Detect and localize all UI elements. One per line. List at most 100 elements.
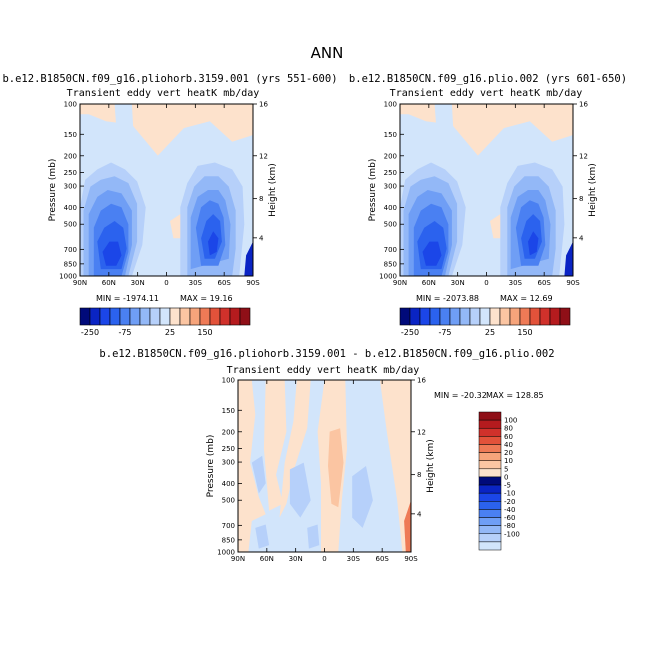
colorbar-box <box>478 419 502 429</box>
y2-axis-title: Height (km) <box>268 163 278 217</box>
colorbar-label: -100 <box>504 530 520 538</box>
colorbar-box <box>529 307 541 326</box>
fill-pole-minimum <box>564 241 573 276</box>
colorbar-label: 150 <box>517 328 532 337</box>
colorbar-box <box>478 501 502 510</box>
colorbar-box <box>478 541 502 551</box>
colorbar-box <box>509 307 521 326</box>
y2-tick-label: 16 <box>417 377 426 385</box>
y2-tick-label: 8 <box>417 471 421 479</box>
y-tick-label: 250 <box>222 445 235 453</box>
fill-diff-neg-c <box>352 466 373 528</box>
y-tick-label: 150 <box>384 131 397 139</box>
y-tick-label: 500 <box>64 221 77 229</box>
x-tick-label: 60N <box>422 279 436 287</box>
x-tick-label: 30S <box>347 555 361 563</box>
x-tick-label: 60S <box>375 555 389 563</box>
colorbar-label: 150 <box>197 328 212 337</box>
colorbar-box <box>559 307 571 326</box>
colorbar-box <box>209 307 221 326</box>
fill-diff-neg-a <box>251 455 266 494</box>
y2-tick-label: 4 <box>259 234 264 242</box>
max-label: MAX = 12.69 <box>500 294 553 303</box>
colorbar-label: 100 <box>504 417 517 425</box>
colorbar-label: -75 <box>438 328 451 337</box>
y2-tick-label: 8 <box>579 195 583 203</box>
colorbar-label: 80 <box>504 425 513 433</box>
x-tick-label: 0 <box>164 279 168 287</box>
min-label: MIN = -1974.11 <box>96 294 159 303</box>
y-tick-label: 300 <box>384 183 397 191</box>
x-tick-label: 60N <box>102 279 116 287</box>
y-tick-label: 250 <box>384 169 397 177</box>
panel-3-subtitle: Transient eddy vert heatK mb/day <box>227 365 420 376</box>
colorbar-box <box>478 468 502 478</box>
colorbar-box <box>199 307 211 326</box>
x-tick-label: 30N <box>289 555 303 563</box>
y-tick-label: 400 <box>384 204 397 212</box>
colorbar-box <box>489 307 501 326</box>
colorbar-box <box>409 307 421 326</box>
y-tick-label: 100 <box>384 101 397 109</box>
x-tick-label: 30S <box>189 279 203 287</box>
y2-tick-label: 16 <box>579 101 588 109</box>
colorbar-box <box>478 411 502 421</box>
y-tick-label: 300 <box>222 459 235 467</box>
colorbar-box <box>478 444 502 453</box>
fill-diff-neg-b <box>289 462 311 518</box>
y-tick-label: 700 <box>64 246 77 254</box>
colorbar-box <box>179 307 191 326</box>
colorbar-box <box>229 307 241 326</box>
colorbar-box <box>129 307 141 326</box>
x-tick-label: 90S <box>246 279 260 287</box>
colorbar-box <box>479 307 491 326</box>
colorbar-label: -60 <box>504 514 515 522</box>
panel-1-title: b.e12.B1850CN.f09_g16.pliohorb.3159.001 … <box>2 73 337 85</box>
x-tick-label: 90N <box>393 279 407 287</box>
colorbar-label: -40 <box>504 506 515 514</box>
colorbar-box <box>99 307 111 326</box>
colorbar-label: 60 <box>504 433 513 441</box>
colorbar-box <box>478 436 502 445</box>
colorbar-label: 5 <box>504 465 508 473</box>
colorbar-box <box>439 307 451 326</box>
fill-sh-eddy-level-5 <box>528 231 539 256</box>
y-tick-label: 150 <box>222 407 235 415</box>
x-tick-label: 90S <box>404 555 418 563</box>
colorbar-box <box>478 452 502 461</box>
colorbar-label: 20 <box>504 449 513 457</box>
fill-diff-pos-30n <box>279 380 311 518</box>
colorbar-label: -80 <box>504 522 515 530</box>
y-tick-label: 300 <box>64 183 77 191</box>
y-tick-label: 400 <box>222 480 235 488</box>
y2-tick-label: 4 <box>579 234 584 242</box>
colorbar-box <box>189 307 201 326</box>
y2-axis-title: Height (km) <box>426 439 436 493</box>
y2-tick-label: 12 <box>259 152 268 160</box>
colorbar-box <box>139 307 151 326</box>
panel-2-title: b.e12.B1850CN.f09_g16.plio.002 (yrs 601-… <box>349 73 627 85</box>
colorbar-label: 25 <box>485 328 495 337</box>
y-axis-title: Pressure (mb) <box>368 159 378 222</box>
panel-1-subtitle: Transient eddy vert heatK mb/day <box>67 88 260 99</box>
x-tick-label: 0 <box>322 555 326 563</box>
colorbar-box <box>469 307 481 326</box>
fill-sh-eddy-level-5 <box>208 231 219 256</box>
colorbar-label: -75 <box>118 328 131 337</box>
y-tick-label: 100 <box>64 101 77 109</box>
x-tick-label: 30N <box>451 279 465 287</box>
panel-2: b.e12.B1850CN.f09_g16.plio.002 (yrs 601-… <box>349 73 627 303</box>
colorbar-label: -10 <box>504 490 515 498</box>
y-tick-label: 200 <box>384 152 397 160</box>
colorbar-box <box>478 509 502 518</box>
y-tick-label: 1000 <box>217 549 235 557</box>
colorbar-box <box>109 307 121 326</box>
fill-diff-pole-max <box>404 500 411 552</box>
colorbar-label: 25 <box>165 328 175 337</box>
y-tick-label: 150 <box>64 131 77 139</box>
y2-axis-title: Height (km) <box>588 163 598 217</box>
colorbar-box <box>429 307 441 326</box>
colorbar-label: -250 <box>401 328 419 337</box>
